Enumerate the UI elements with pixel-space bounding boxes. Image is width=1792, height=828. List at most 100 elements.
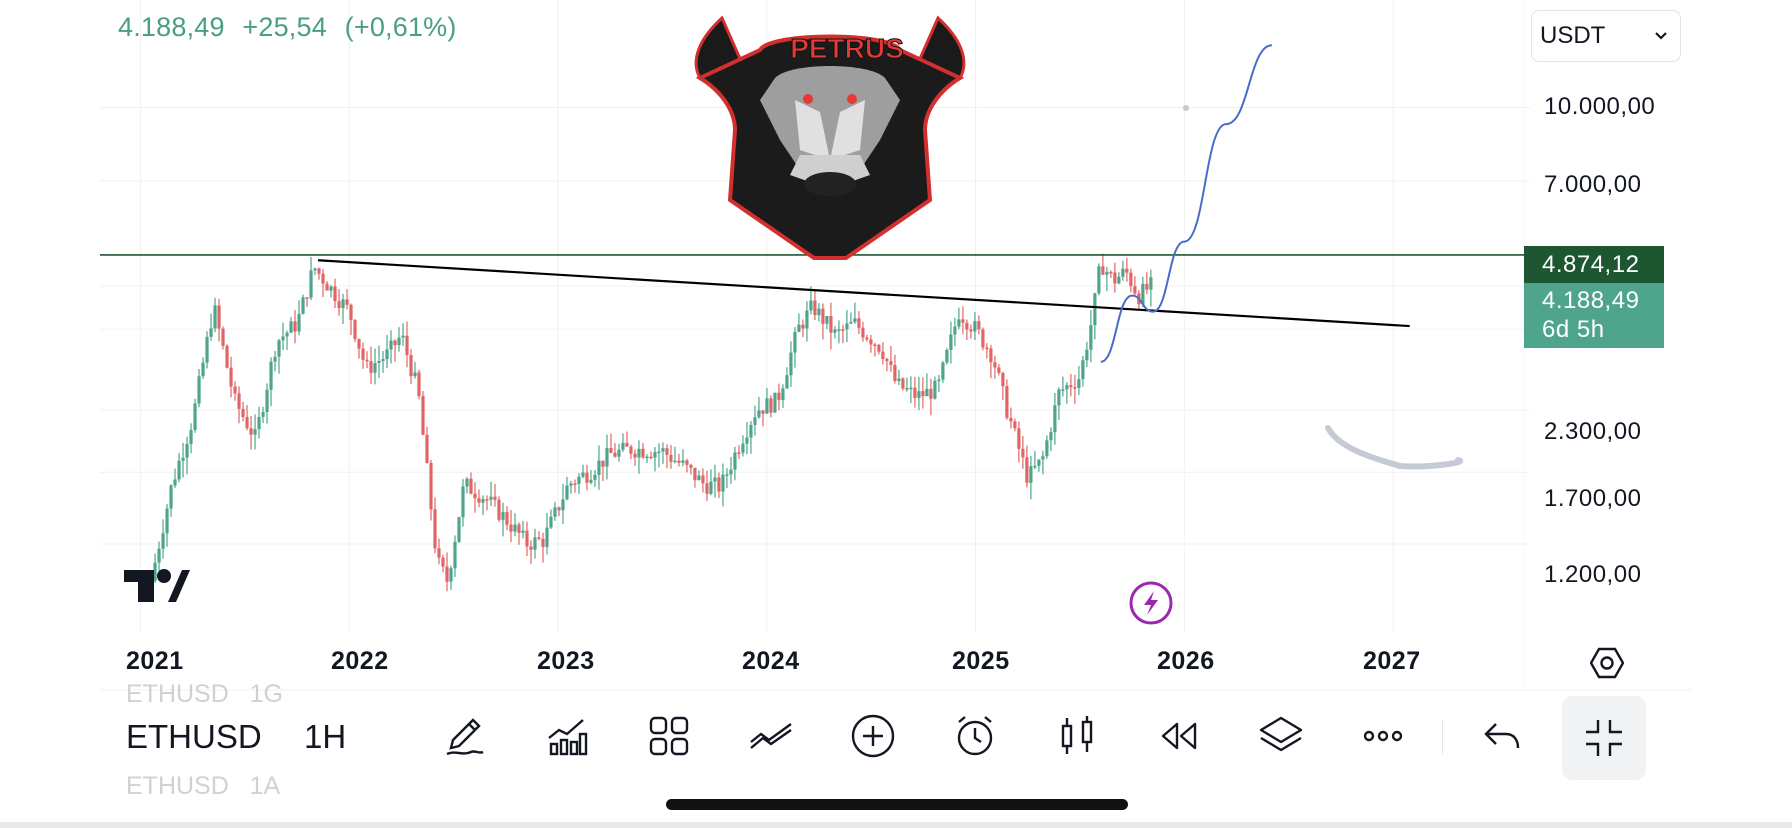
chart-type-button[interactable] [1049, 708, 1105, 764]
petrus-bull-logo: PETRUS [694, 15, 966, 260]
replay-icon [1161, 722, 1197, 750]
candle-body [477, 498, 481, 503]
candle-body [301, 297, 305, 314]
symbol-picker-next[interactable]: ETHUSD 1A [126, 772, 281, 800]
candle-body [869, 339, 873, 345]
layers-button[interactable] [1253, 708, 1309, 764]
projection-curve[interactable] [1100, 44, 1273, 363]
candle-body [561, 499, 565, 511]
candle-body [849, 321, 853, 324]
toolbar-divider [1442, 720, 1443, 754]
candle-body [533, 537, 537, 550]
candle-body [297, 313, 301, 332]
candle-body [649, 456, 653, 459]
candle-body [741, 443, 745, 453]
candle-body [821, 308, 825, 324]
candle-body [517, 524, 521, 533]
alert-button[interactable] [947, 708, 1003, 764]
layouts-button[interactable] [641, 708, 697, 764]
candle-body [845, 323, 849, 330]
candle-body [909, 387, 913, 390]
compare-button[interactable] [743, 708, 799, 764]
candle-body [413, 372, 417, 377]
candle-body [889, 361, 893, 365]
candle-body [397, 337, 401, 346]
candle-body [1141, 283, 1145, 305]
candle-body [825, 315, 829, 324]
candle-body [637, 448, 641, 458]
candle-body [953, 326, 957, 335]
candle-body [725, 474, 729, 476]
candle-body [289, 321, 293, 333]
collapse-button[interactable] [1562, 696, 1646, 780]
candle-body [1073, 387, 1077, 389]
price-quote: 4.188,49 +25,54 (+0,61%) [118, 12, 457, 43]
bottom-strip [0, 822, 1792, 828]
candle-body [1069, 385, 1073, 388]
candle-body [745, 437, 749, 444]
candle-body [237, 393, 241, 409]
candle-body [661, 448, 665, 452]
currency-value: USDT [1540, 22, 1606, 49]
candle-body [557, 507, 561, 511]
candle-body [341, 299, 345, 309]
pencil-button[interactable] [437, 708, 493, 764]
candle-body [841, 329, 845, 331]
settings-icon[interactable] [1590, 646, 1624, 680]
replay-button[interactable] [1151, 708, 1207, 764]
candle-body [761, 410, 765, 414]
candle-body [1001, 372, 1005, 387]
candle-body [553, 507, 557, 517]
candle-body [917, 391, 921, 398]
candle-body [997, 367, 1001, 373]
undo-button[interactable] [1474, 708, 1530, 764]
candle-body [665, 448, 669, 455]
candle-body [565, 485, 569, 500]
candle-body [593, 474, 597, 480]
candle-body [1149, 277, 1153, 290]
candle-body [505, 512, 509, 525]
candle-body [221, 328, 225, 346]
candle-body [157, 548, 161, 563]
candle-body [161, 533, 165, 549]
symbol-picker-prev[interactable]: ETHUSD 1G [126, 680, 283, 708]
candle-body [273, 356, 277, 362]
candle-body [349, 304, 353, 321]
trendline[interactable] [317, 259, 1410, 328]
candle-body [949, 334, 953, 350]
candle-body [785, 375, 789, 389]
candle-body [173, 479, 177, 486]
indicators-button[interactable] [539, 708, 595, 764]
time-axis-label: 2022 [331, 647, 389, 675]
candle-body [233, 386, 237, 394]
lightning-icon[interactable] [1129, 581, 1173, 625]
candle-body [693, 467, 697, 481]
candle-body [285, 332, 289, 337]
candle-body [537, 537, 541, 539]
candle-body [969, 329, 973, 332]
candle-body [577, 476, 581, 484]
candle-body [817, 308, 821, 316]
candle-body [673, 460, 677, 463]
add-button[interactable] [845, 708, 901, 764]
candle-body [1125, 268, 1129, 273]
candle-body [449, 568, 453, 582]
candle-body [229, 367, 233, 387]
candle-body [793, 331, 797, 353]
more-button[interactable] [1355, 708, 1411, 764]
symbol-label[interactable]: ETHUSD [126, 718, 262, 755]
price-axis-label: 7.000,00 [1544, 171, 1642, 198]
undo-icon [1484, 723, 1520, 749]
scribble-annotation[interactable] [1325, 425, 1464, 470]
candle-body [1081, 360, 1085, 380]
candle-body [473, 493, 477, 499]
candle-body [581, 472, 585, 477]
interval-label[interactable]: 1H [304, 718, 347, 755]
candle-body [165, 508, 169, 534]
candle-body [309, 270, 313, 298]
time-axis-label: 2021 [126, 647, 184, 675]
candle-body [253, 429, 257, 435]
currency-select[interactable]: USDT [1531, 10, 1681, 62]
candle-body [465, 478, 469, 487]
